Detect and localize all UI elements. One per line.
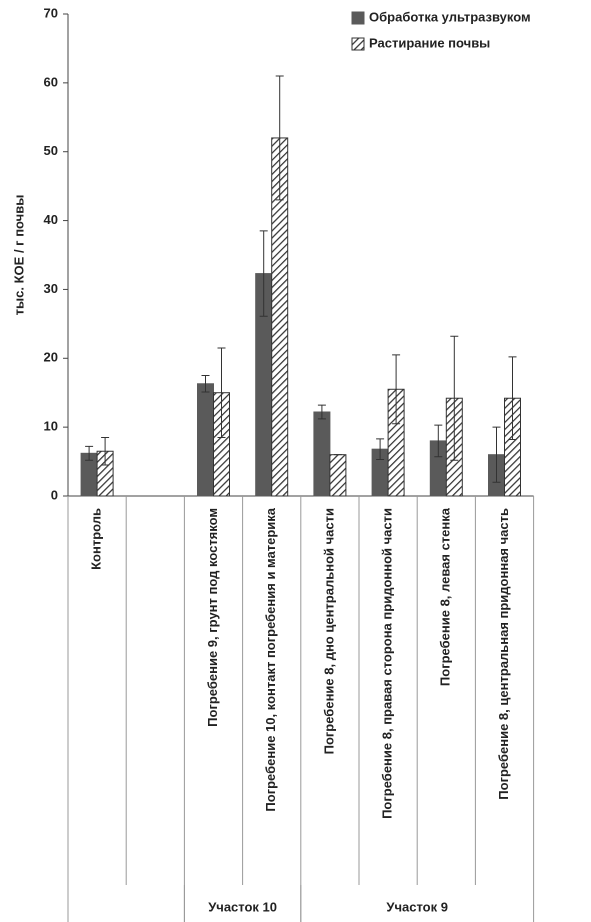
error-bar <box>101 436 110 466</box>
legend-label: Растирание почвы <box>369 35 490 50</box>
x-tick-label: Погребение 10, контакт погребения и мате… <box>263 507 278 811</box>
y-tick-label: 20 <box>44 350 58 365</box>
error-bar <box>201 375 210 393</box>
x-tick-label: Погребение 8, правая сторона придонной ч… <box>380 508 395 819</box>
x-tick-label: Погребение 9, грунт под костяком <box>205 508 220 727</box>
group-label: Участок 10 <box>208 899 277 914</box>
error-bar <box>392 354 401 425</box>
error-bar <box>85 445 94 461</box>
y-tick-label: 60 <box>44 74 58 89</box>
error-bar <box>508 356 517 441</box>
bar <box>313 411 331 497</box>
y-tick-label: 50 <box>44 143 58 158</box>
x-tick-label: Погребение 8, левая стенка <box>438 507 453 686</box>
error-bar <box>376 438 385 461</box>
x-tick-label: Контроль <box>89 508 104 570</box>
y-tick-label: 30 <box>44 281 58 296</box>
y-tick-label: 10 <box>44 419 58 434</box>
error-bar <box>317 404 326 420</box>
error-bar <box>275 75 284 201</box>
x-tick-label: Погребение 8, центральная придонная част… <box>496 508 511 800</box>
error-bar <box>434 424 443 458</box>
y-tick-label: 40 <box>44 212 58 227</box>
y-tick-label: 0 <box>51 487 58 502</box>
error-bar <box>492 426 501 483</box>
bar <box>329 454 347 497</box>
y-tick-label: 70 <box>44 5 58 20</box>
legend-label: Обработка ультразвуком <box>369 9 531 24</box>
bar <box>197 383 214 497</box>
error-bar <box>450 335 459 461</box>
x-tick-label: Погребение 8, дно центральной части <box>321 508 336 754</box>
error-bar <box>259 230 268 317</box>
legend-swatch <box>351 37 365 51</box>
error-bar <box>217 347 226 438</box>
legend-swatch <box>351 11 365 25</box>
y-axis-label: тыс. КОЕ / г почвы <box>11 195 26 316</box>
group-label: Участок 9 <box>386 899 448 914</box>
